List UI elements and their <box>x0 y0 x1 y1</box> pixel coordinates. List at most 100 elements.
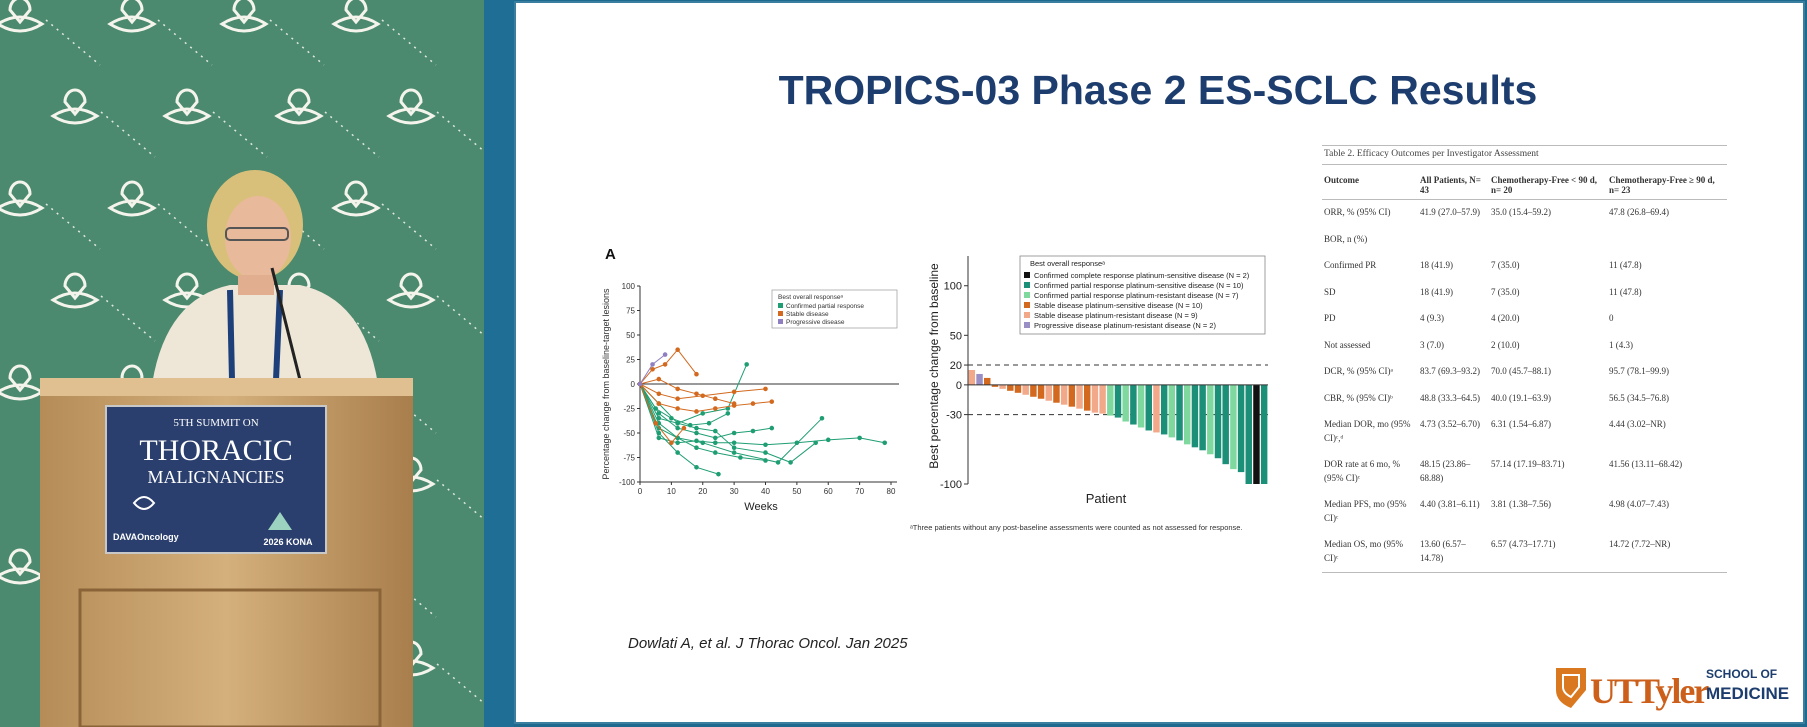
data-point <box>750 428 756 434</box>
header-row: Outcome All Patients, N= 43 Chemotherapy-F… <box>1322 165 1727 200</box>
table-cell: 14.72 (7.72–NR) <box>1607 532 1727 573</box>
y-tick-label: -50 <box>623 429 635 438</box>
y-tick-label: 75 <box>626 307 635 316</box>
data-point <box>857 435 862 441</box>
table-cell: Median PFS, mo (95% CI)ᶜ <box>1324 499 1407 523</box>
y-tick-label: 100 <box>944 281 962 293</box>
backdrop-logo <box>331 180 381 217</box>
table-cell: 4.44 (3.02–NR) <box>1609 419 1666 429</box>
table-row: Not assessed 3 (7.0) 2 (10.0) 1 (4.3) <box>1322 333 1727 360</box>
table-cell <box>1489 227 1607 254</box>
bar <box>1207 384 1214 455</box>
table-cell: 4 (20.0) <box>1491 313 1520 323</box>
backdrop-logo <box>219 0 269 33</box>
panel-label: A <box>605 246 616 263</box>
bar <box>1076 384 1083 409</box>
sign-line: 5TH SUMMIT ON <box>173 417 258 429</box>
data-point <box>694 430 699 436</box>
backdrop-dots <box>100 295 156 342</box>
sign-event: 2026 KONA <box>263 537 313 547</box>
bar <box>968 370 976 385</box>
y-axis-label: Best percentage change from baseline <box>927 263 941 469</box>
x-tick-label: 60 <box>824 487 833 496</box>
logo-main: UTTyler <box>1590 671 1709 711</box>
table-cell: 48.8 (33.3–64.5) <box>1420 392 1480 403</box>
table-cell: 41.56 (13.11–68.42) <box>1609 459 1683 469</box>
y-tick-label: 0 <box>956 380 962 392</box>
data-point <box>656 391 662 397</box>
data-point <box>788 460 793 465</box>
data-point <box>675 386 680 392</box>
bar <box>1176 384 1183 441</box>
y-tick-label: 100 <box>622 282 636 291</box>
legend-swatch <box>1024 312 1030 318</box>
data-point <box>650 362 655 367</box>
table-cell: DOR rate at 6 mo, % (95% CI)ᶜ <box>1324 459 1400 483</box>
bar <box>1237 384 1245 473</box>
backdrop-dots <box>436 295 492 342</box>
data-point <box>713 428 718 434</box>
backdrop-dots <box>324 111 380 158</box>
data-point <box>731 430 737 436</box>
bar <box>1191 384 1199 448</box>
backdrop-dots <box>157 203 213 250</box>
bar <box>1084 384 1091 411</box>
data-point <box>713 440 718 446</box>
table: Outcome All Patients, N= 43 Chemotherapy-F… <box>1322 165 1727 573</box>
data-point <box>675 440 680 446</box>
table-cell: 1 (4.3) <box>1609 339 1633 350</box>
table-cell: 7 (35.0) <box>1491 260 1520 270</box>
table-cell: ORR, % (95% CI) <box>1324 207 1391 217</box>
table-cell: 47.8 (26.8–69.4) <box>1609 207 1669 217</box>
y-tick-label: 25 <box>626 356 635 365</box>
table-cell: 40.0 (19.1–63.9) <box>1491 392 1551 403</box>
data-point <box>731 403 737 408</box>
y-tick-label: 50 <box>950 330 962 342</box>
data-point <box>763 458 768 463</box>
table-cell: 7 (35.0) <box>1491 286 1520 297</box>
table-row: Median DOR, mo (95% CI)ᶜ,ᵈ 4.73 (3.52–6.7… <box>1322 412 1727 452</box>
x-tick-label: 80 <box>887 487 896 496</box>
backdrop-dots <box>45 203 101 250</box>
table-cell: PD <box>1324 313 1336 323</box>
bar <box>1160 384 1168 435</box>
data-point <box>731 389 737 395</box>
logo-sub: MEDICINE <box>1706 684 1789 703</box>
data-point <box>650 367 655 372</box>
data-point <box>716 471 721 477</box>
table-row: Median PFS, mo (95% CI)ᶜ 4.40 (3.81–6.11)… <box>1322 492 1727 532</box>
bar <box>1137 384 1145 428</box>
bar <box>1037 384 1045 399</box>
data-point <box>750 401 756 406</box>
bar <box>1130 384 1137 425</box>
table-row: Median OS, mo (95% CI)ᶜ 13.60 (6.57–14.78… <box>1322 532 1727 573</box>
table-cell: 95.7 (78.1–99.9) <box>1609 366 1669 376</box>
y-tick-label: -100 <box>619 478 636 487</box>
bar <box>1030 384 1037 397</box>
backdrop-logo <box>0 0 45 33</box>
data-point <box>675 425 680 431</box>
data-point <box>653 420 658 426</box>
divider <box>484 0 514 727</box>
x-tick-label: 20 <box>698 487 707 496</box>
bar <box>1245 384 1252 484</box>
bar <box>1199 384 1206 451</box>
bar <box>1060 384 1068 405</box>
backdrop-dots <box>157 19 213 66</box>
backdrop-dots <box>100 111 156 158</box>
data-point <box>637 381 643 387</box>
data-point <box>669 440 674 446</box>
bar <box>1145 384 1152 431</box>
data-point <box>769 399 775 404</box>
data-point <box>656 376 662 382</box>
table-cell: 41.9 (27.0–57.9) <box>1420 207 1480 217</box>
table-cell: 3 (7.0) <box>1420 339 1444 350</box>
legend-label: Stable disease <box>786 311 829 318</box>
bar <box>984 377 991 385</box>
bar <box>1222 384 1229 465</box>
backdrop-dots <box>381 19 437 66</box>
data-point <box>694 465 699 470</box>
data-point <box>731 445 737 451</box>
y-tick-label: 0 <box>631 380 636 389</box>
